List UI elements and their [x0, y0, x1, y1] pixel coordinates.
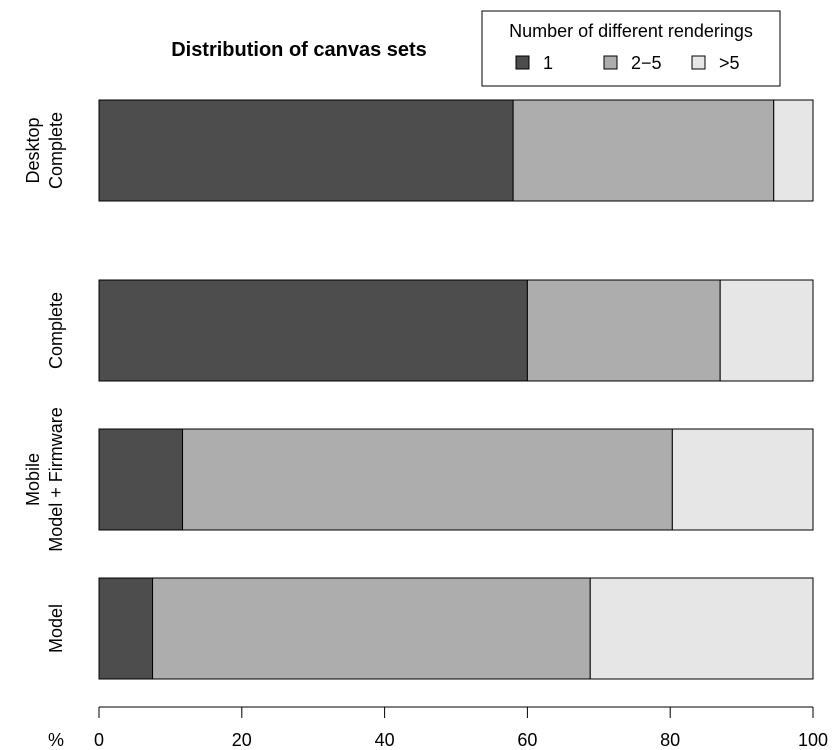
category-label-mobile-complete: Complete [46, 292, 66, 369]
x-tick-label-20: 20 [232, 730, 252, 750]
legend-swatch-3 [691, 55, 706, 70]
x-tick-label-80: 80 [660, 730, 680, 750]
bar-segment-mobile-model-firmware-3 [671, 428, 814, 531]
legend-title: Number of different renderings [509, 21, 753, 41]
bar-segment-mobile-model-3 [589, 577, 814, 680]
x-tick-label-60: 60 [517, 730, 537, 750]
bar-segment-mobile-model-1 [98, 577, 154, 680]
legend-swatch-2 [603, 55, 618, 70]
category-label-mobile-model: Model [46, 604, 66, 653]
x-axis-label: % [48, 730, 64, 750]
legend-label-3: >5 [719, 53, 740, 73]
bar-segment-mobile-complete-3 [719, 279, 814, 382]
group-label-mobile: Mobile [23, 453, 43, 506]
bar-segment-mobile-model-firmware-2 [182, 428, 673, 531]
legend-label-2: 2−5 [631, 53, 662, 73]
bar-segment-desktop-complete-2 [512, 99, 775, 202]
x-axis: 0 20 40 60 80 100 [94, 706, 828, 750]
bar-segment-mobile-complete-1 [98, 279, 528, 382]
chart-title: Distribution of canvas sets [171, 39, 427, 61]
bar-segment-desktop-complete-1 [98, 99, 514, 202]
bar-segment-desktop-complete-3 [773, 99, 814, 202]
legend-box [481, 10, 781, 87]
x-tick-label-40: 40 [375, 730, 395, 750]
bar-segment-mobile-model-2 [152, 577, 591, 680]
x-tick-label-100: 100 [798, 730, 828, 750]
category-label-mobile-model-firmware: Model + Firmware [46, 407, 66, 552]
legend-swatch-1 [515, 55, 530, 70]
legend: Number of different renderings 1 2−5 >5 [481, 10, 781, 87]
bar-segment-mobile-complete-2 [526, 279, 721, 382]
x-tick-label-0: 0 [94, 730, 104, 750]
legend-label-1: 1 [543, 53, 553, 73]
category-label-desktop-complete: Complete [46, 112, 66, 189]
bar-segment-mobile-model-firmware-1 [98, 428, 184, 531]
group-label-desktop: Desktop [23, 117, 43, 183]
